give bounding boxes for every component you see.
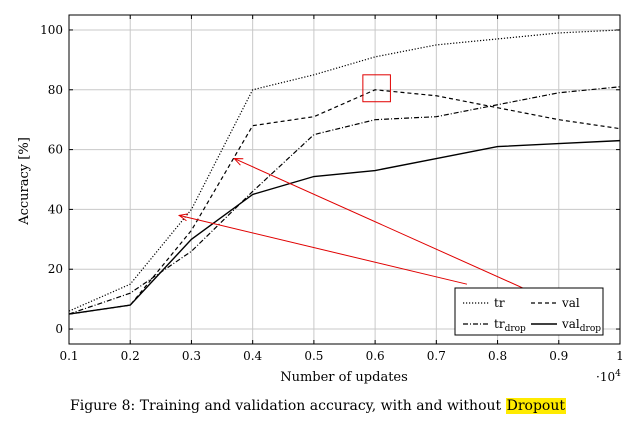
legend-label-name: tr: [494, 317, 505, 331]
grid-lines: [68, 15, 621, 344]
arrow-head: [233, 158, 244, 166]
x-axis-multiplier: ·104: [596, 369, 621, 384]
y-tick-label: 60: [48, 143, 63, 157]
legend-label: val: [561, 296, 580, 310]
series-line-val: [68, 89, 621, 315]
y-tick-label: 20: [48, 262, 63, 276]
y-tick-label: 40: [48, 202, 63, 216]
legend-label-sub: drop: [580, 324, 601, 334]
y-tick-label: 0: [55, 322, 63, 336]
series-line-tr: [68, 29, 621, 312]
x-tick-label: 0.6: [366, 349, 385, 363]
x-multiplier-exponent: 4: [615, 369, 621, 379]
highlight-box: [362, 74, 391, 103]
legend-label-sub: drop: [505, 324, 526, 334]
axis-ticks: 0.1 0.2 0.3 0.4 0.5 0.6 0.7 0.8 0.9 1 0 20 40 60 80 100: [40, 15, 624, 363]
x-tick-label: 0.2: [121, 349, 140, 363]
figure-caption: Figure 8: Training and validation accura…: [0, 398, 636, 414]
caption-text: Figure 8: Training and validation accura…: [70, 398, 506, 414]
series-line-val-drop: [68, 139, 621, 315]
accuracy-line-chart: 0.1 0.2 0.3 0.4 0.5 0.6 0.7 0.8 0.9 1 0 20 40 60 80 100…: [17, 14, 624, 385]
annotation-arrow: [234, 158, 535, 294]
series-lines: [68, 29, 621, 315]
series-line-tr-drop: [68, 86, 621, 315]
x-tick-label: 0.4: [243, 349, 262, 363]
annotation-arrow: [179, 214, 468, 285]
legend-label-name: tr: [494, 296, 505, 310]
legend-label-name: val: [561, 296, 580, 310]
caption-highlight: Dropout: [505, 398, 566, 414]
plot-frame: [68, 14, 621, 345]
x-tick-label: 0.8: [488, 349, 507, 363]
x-multiplier-base: ·10: [596, 370, 615, 384]
x-tick-label: 0.3: [182, 349, 201, 363]
y-axis-label: Accuracy [%]: [17, 137, 32, 226]
legend-box: [454, 287, 604, 336]
y-tick-label: 100: [40, 23, 63, 37]
legend-label: trdrop: [494, 317, 526, 334]
legend-label-name: val: [561, 317, 580, 331]
annotations: [177, 74, 535, 294]
x-axis-label: Number of updates: [280, 370, 408, 385]
y-tick-label: 80: [48, 83, 63, 97]
x-tick-label: 0.5: [304, 349, 323, 363]
x-tick-label: 0.7: [427, 349, 446, 363]
x-tick-label: 1: [616, 349, 624, 363]
arrow-head: [177, 213, 189, 222]
x-tick-label: 0.1: [59, 349, 78, 363]
x-tick-label: 0.9: [549, 349, 568, 363]
legend-label: tr: [494, 296, 505, 310]
legend-label: valdrop: [561, 317, 601, 334]
